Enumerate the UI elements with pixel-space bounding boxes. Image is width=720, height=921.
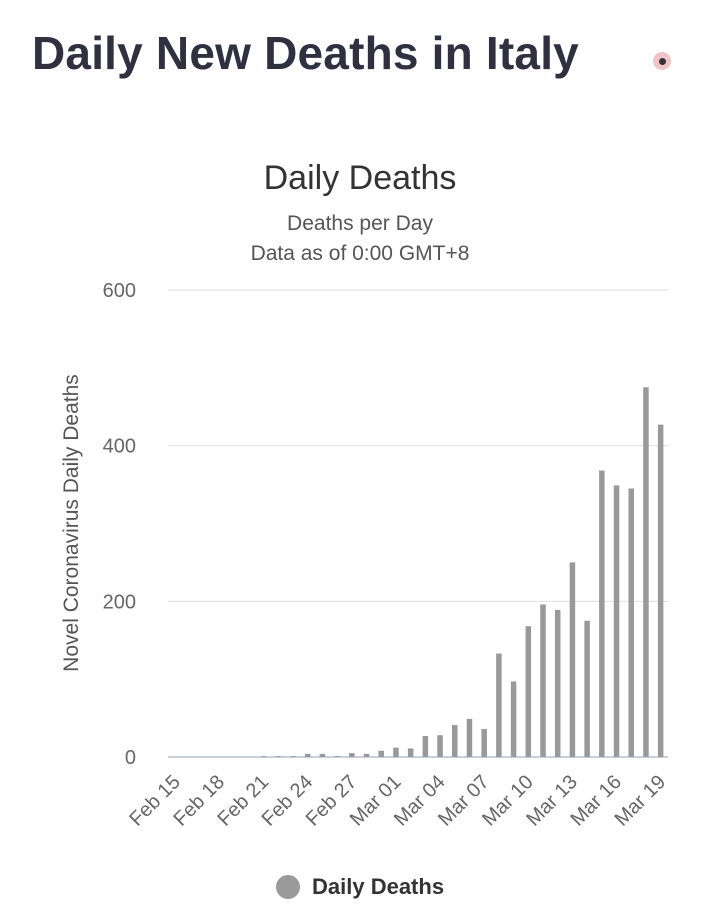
bar[interactable]: [260, 756, 267, 757]
bar[interactable]: [334, 756, 340, 757]
chart-title: Daily Deaths: [264, 159, 457, 197]
bar[interactable]: [569, 562, 576, 757]
bar[interactable]: [584, 620, 590, 757]
legend-swatch: [276, 875, 300, 899]
status-dot-icon[interactable]: [653, 52, 671, 70]
y-axis-label: Novel Coronavirus Daily Deaths: [60, 374, 83, 672]
bar[interactable]: [540, 604, 546, 757]
x-tick-label: Mar 19: [611, 771, 671, 831]
y-tick-label: 0: [125, 747, 136, 769]
bar[interactable]: [613, 485, 620, 757]
bar[interactable]: [525, 626, 532, 757]
bar[interactable]: [496, 653, 502, 757]
page-title: Daily New Deaths in Italy: [32, 27, 579, 79]
bar[interactable]: [393, 747, 399, 757]
bar[interactable]: [657, 424, 664, 757]
bar[interactable]: [407, 748, 414, 757]
bar[interactable]: [599, 470, 605, 757]
bar[interactable]: [510, 681, 517, 757]
chart-legend[interactable]: Daily Deaths: [276, 874, 444, 900]
y-tick-label: 600: [103, 280, 136, 302]
bar[interactable]: [422, 735, 429, 757]
bar[interactable]: [304, 753, 311, 757]
y-tick-label: 400: [103, 436, 136, 458]
chart-subtitle-line-1: Deaths per Day: [287, 212, 433, 235]
bar[interactable]: [378, 750, 384, 757]
bar[interactable]: [628, 488, 634, 757]
bar[interactable]: [437, 735, 443, 757]
y-tick-label: 200: [103, 591, 136, 613]
bar[interactable]: [554, 609, 561, 757]
bar[interactable]: [319, 753, 326, 757]
bar[interactable]: [466, 718, 473, 757]
bar[interactable]: [275, 756, 282, 757]
chart-subtitle-line-2: Data as of 0:00 GMT+8: [251, 242, 470, 265]
legend-label: Daily Deaths: [312, 874, 445, 899]
bar[interactable]: [481, 728, 487, 757]
bar[interactable]: [643, 387, 649, 757]
bar[interactable]: [290, 756, 296, 757]
bar[interactable]: [363, 753, 370, 757]
bar[interactable]: [452, 725, 458, 757]
bar[interactable]: [349, 753, 355, 757]
